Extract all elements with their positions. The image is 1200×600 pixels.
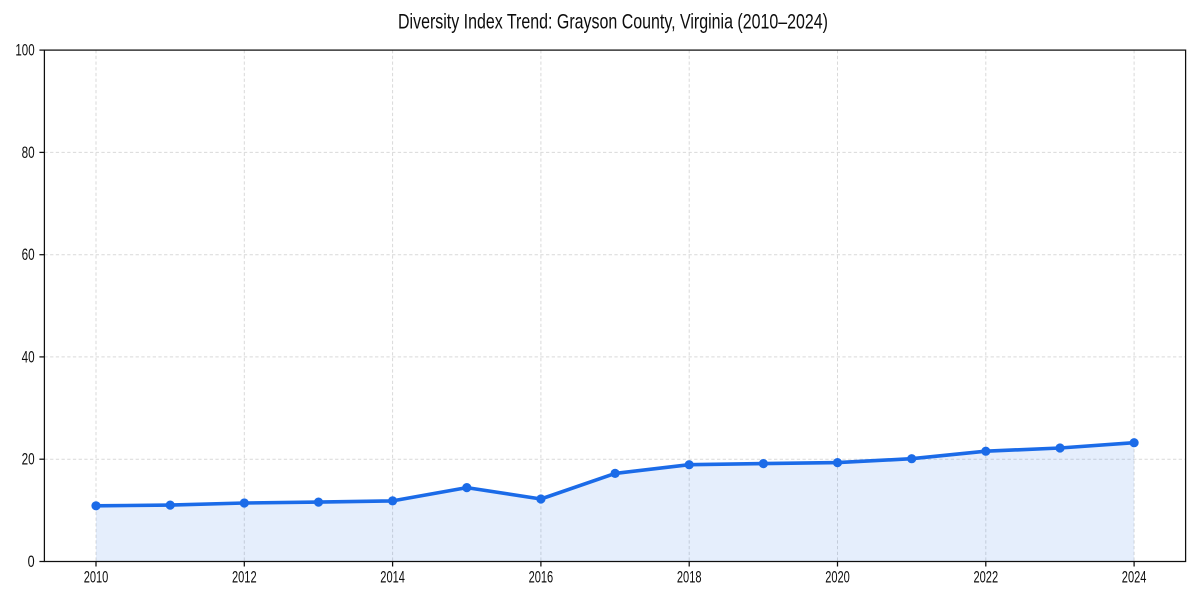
svg-text:20: 20 (22, 451, 35, 469)
svg-text:2010: 2010 (84, 568, 109, 586)
svg-text:100: 100 (15, 41, 34, 59)
svg-text:2020: 2020 (825, 568, 850, 586)
svg-text:2016: 2016 (529, 568, 554, 586)
svg-text:2024: 2024 (1122, 568, 1147, 586)
svg-text:2022: 2022 (974, 568, 999, 586)
svg-text:60: 60 (22, 246, 35, 264)
svg-text:0: 0 (28, 553, 35, 571)
svg-text:2018: 2018 (677, 568, 702, 586)
svg-text:80: 80 (22, 144, 35, 162)
svg-text:Diversity Index Trend: Grayson: Diversity Index Trend: Grayson County, V… (398, 10, 828, 34)
svg-text:2012: 2012 (232, 568, 257, 586)
svg-text:2014: 2014 (380, 568, 405, 586)
svg-text:40: 40 (22, 348, 35, 366)
